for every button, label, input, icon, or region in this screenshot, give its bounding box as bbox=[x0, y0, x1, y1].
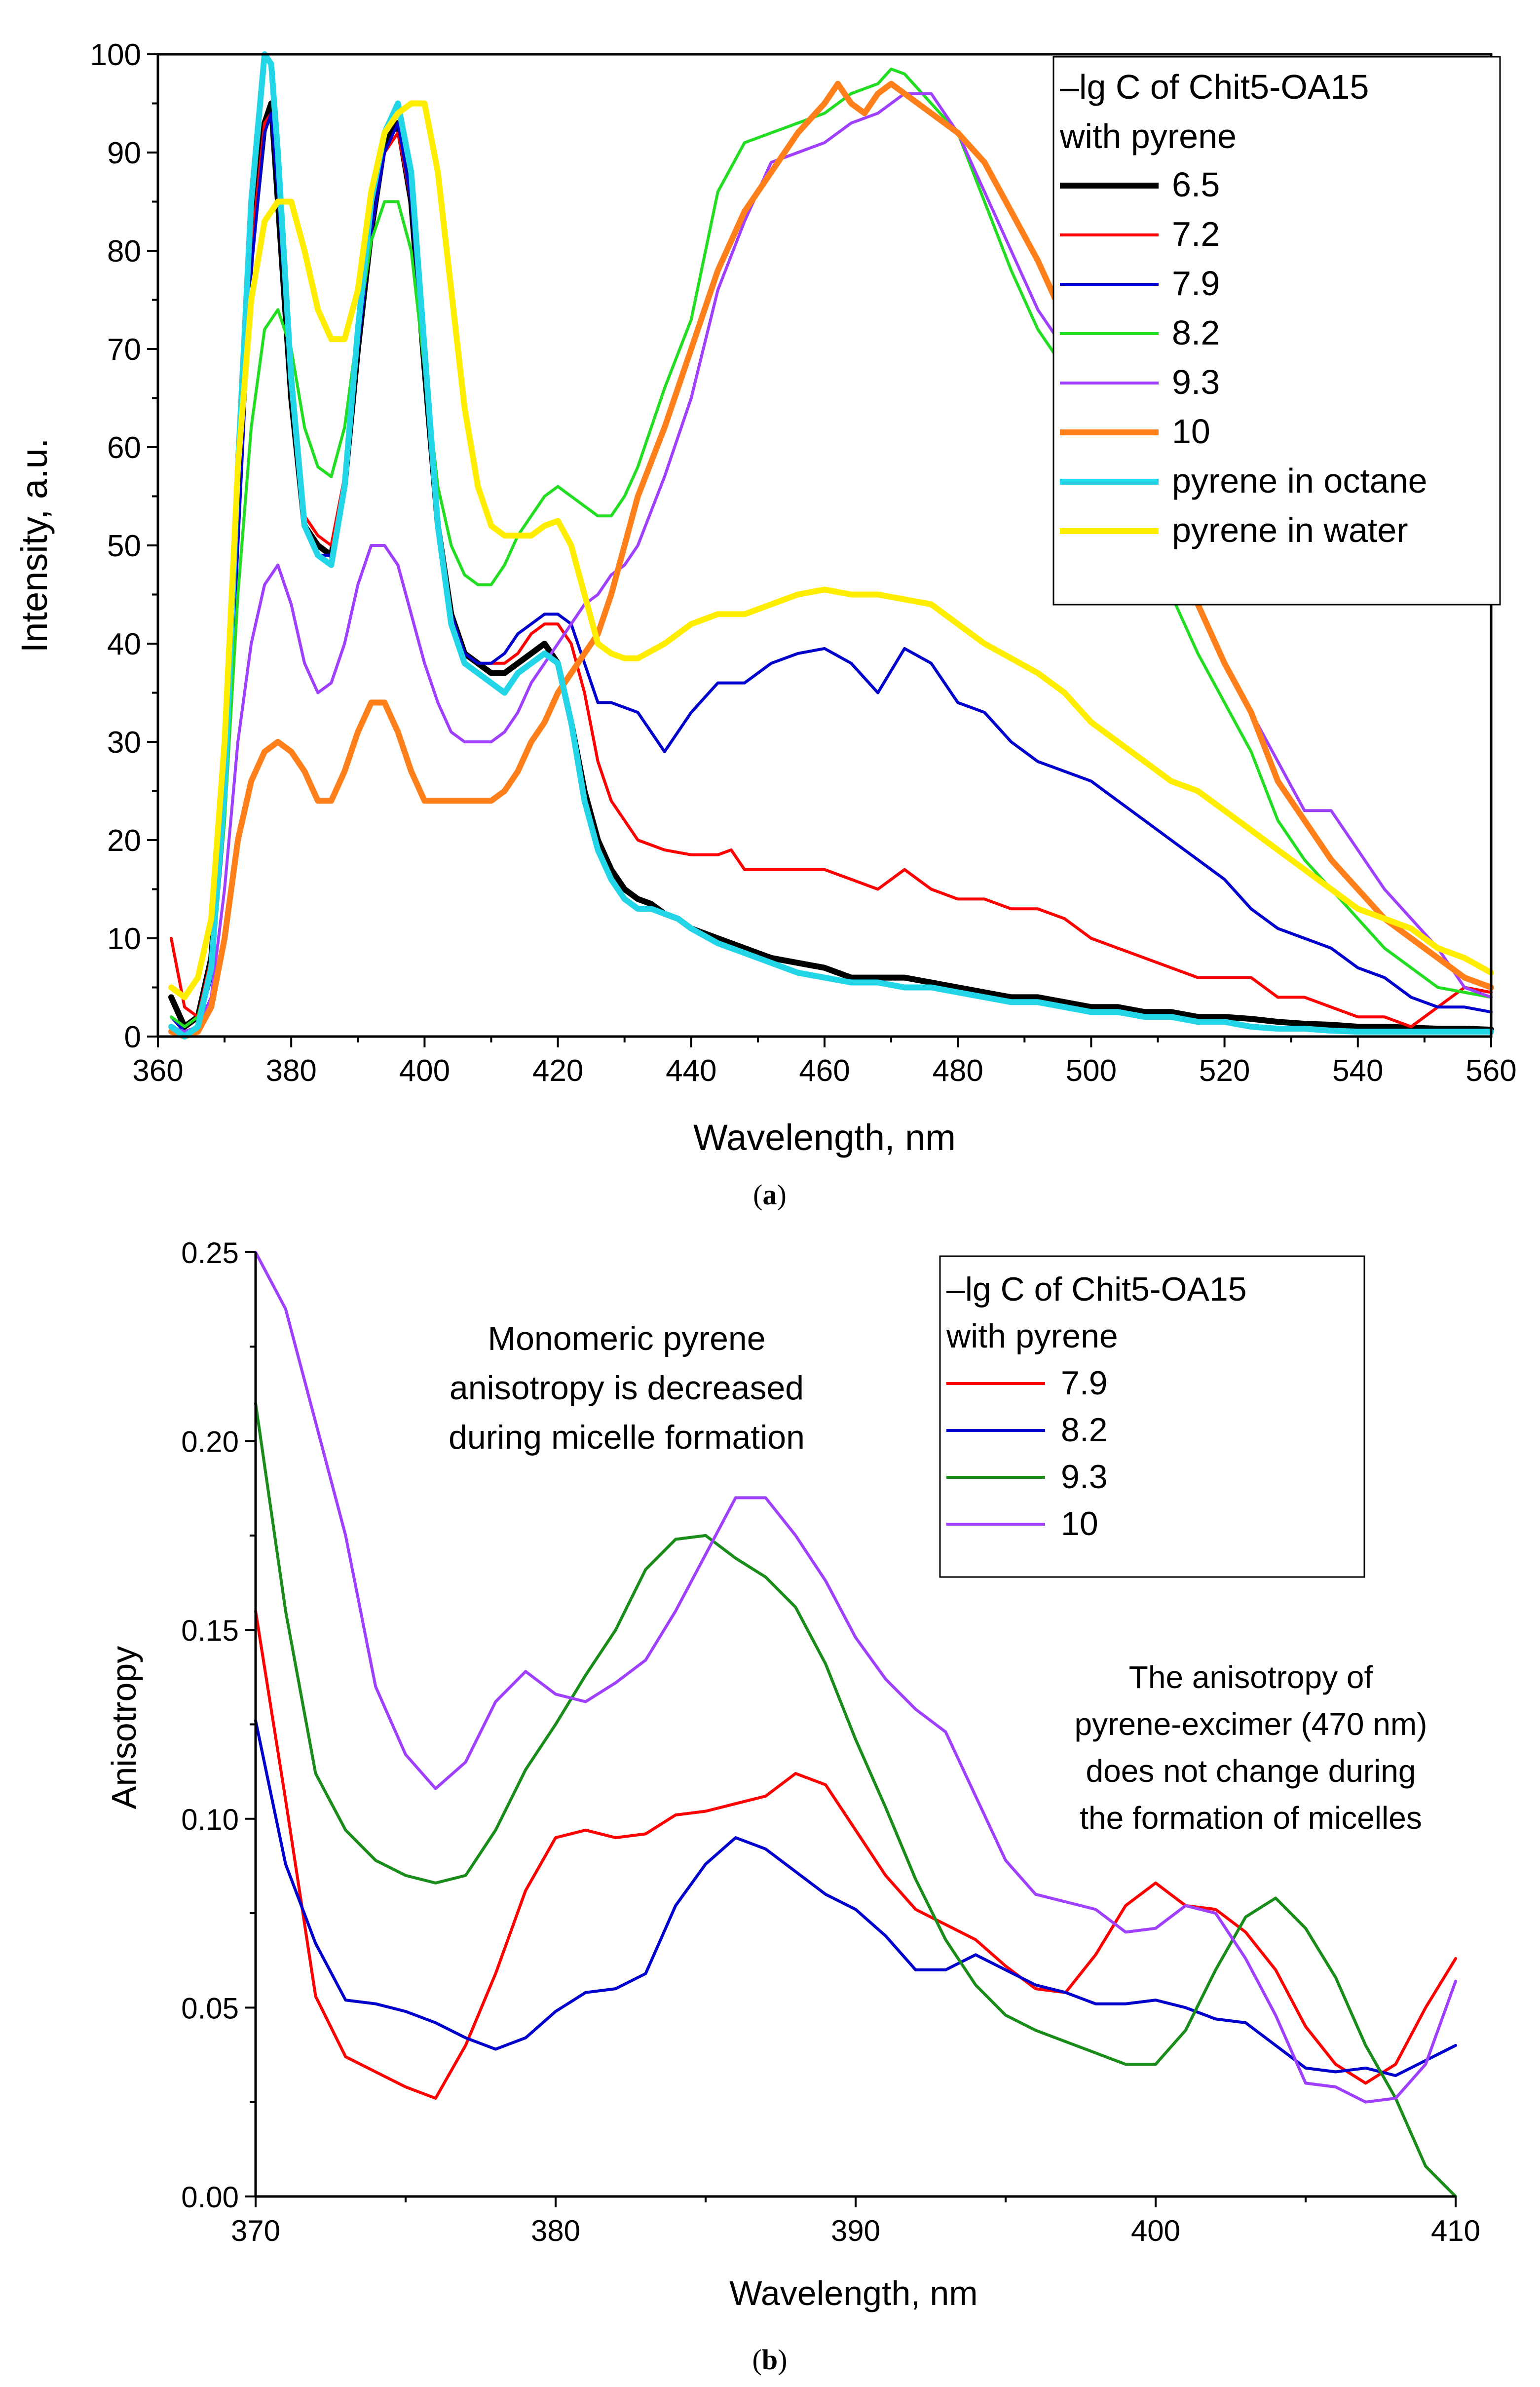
panel-b-annotation-excimer: The anisotropy of pyrene-excimer (470 nm… bbox=[1075, 1659, 1427, 1836]
panel-a-x-tick-label: 460 bbox=[799, 1054, 850, 1088]
panel-b-annotation-monomer-line-3: during micelle formation bbox=[449, 1419, 805, 1456]
panel-a-legend-title-line-2: with pyrene bbox=[1059, 117, 1237, 155]
panel-a-caption: (a) bbox=[753, 1179, 787, 1211]
panel-a-legend-label-8-2: 8.2 bbox=[1172, 313, 1220, 352]
panel-b-legend-label-8-2: 8.2 bbox=[1061, 1411, 1108, 1449]
panel-b-y-tick-label: 0.15 bbox=[181, 1614, 239, 1647]
panel-a-series-line-pyrene-in-water bbox=[168, 100, 1494, 1001]
panel-a-x-axis-label: Wavelength, nm bbox=[693, 1117, 956, 1158]
panel-a-y-tick-label: 50 bbox=[107, 529, 141, 563]
panel-a-x-tick-label: 500 bbox=[1066, 1054, 1117, 1088]
panel-a-y-tick-label: 40 bbox=[107, 627, 141, 661]
panel-b-series-line-10 bbox=[254, 1251, 1457, 2104]
panel-b-x-axis-label: Wavelength, nm bbox=[729, 2274, 977, 2312]
panel-a-y-tick-label: 80 bbox=[107, 234, 141, 269]
panel-b-annotation-monomer-line-1: Monomeric pyrene bbox=[488, 1320, 765, 1357]
panel-a-series-group bbox=[168, 51, 1494, 1040]
panel-a-y-tick-label: 0 bbox=[124, 1020, 141, 1054]
panel-b-y-tick-label: 0.00 bbox=[181, 2181, 239, 2214]
panel-a-legend-label-pyrene-in-water: pyrene in water bbox=[1172, 511, 1408, 549]
panel-b-chart: 370 380 390 400 4100.000.050.100.150.200.25 … bbox=[105, 1236, 1480, 2312]
panel-a-y-axis-label: Intensity, a.u. bbox=[14, 438, 55, 653]
panel-b-series-line-8-2 bbox=[254, 1719, 1457, 2078]
panel-b-annotation-monomer: Monomeric pyrene anisotropy is decreased… bbox=[449, 1320, 805, 1456]
panel-b-y-tick-label: 0.10 bbox=[181, 1803, 239, 1836]
panel-b-annotation-excimer-line-4: the formation of micelles bbox=[1080, 1800, 1422, 1836]
panel-a-x-tick-label: 520 bbox=[1199, 1054, 1250, 1088]
panel-b-y-axis-label: Anisotropy bbox=[105, 1646, 143, 1810]
panel-b-x-tick-label: 400 bbox=[1131, 2214, 1180, 2247]
panel-a-legend-label-6-5: 6.5 bbox=[1172, 165, 1220, 204]
panel-a-series-line-7-2 bbox=[170, 112, 1493, 1029]
panel-b-legend: –lg C of Chit5-OA15 with pyrene 7.9 8.2 9.… bbox=[939, 1255, 1365, 1578]
panel-a-series-line-pyrene-in-octane bbox=[168, 51, 1494, 1040]
panel-b-annotation-monomer-line-2: anisotropy is decreased bbox=[450, 1369, 804, 1407]
panel-b-x-tick-label: 390 bbox=[831, 2214, 880, 2247]
panel-a-y-tick-label: 100 bbox=[90, 38, 141, 72]
panel-a-x-tick-label: 360 bbox=[132, 1054, 183, 1088]
panel-a-x-tick-label: 560 bbox=[1465, 1054, 1516, 1088]
panel-b-legend-title-line-1: –lg C of Chit5-OA15 bbox=[946, 1270, 1247, 1308]
panel-b-annotation-excimer-line-1: The anisotropy of bbox=[1129, 1659, 1373, 1695]
panel-a-y-tick-label: 10 bbox=[107, 922, 141, 956]
panel-a-legend: –lg C of Chit5-OA15 with pyrene 6.5 7.2 7.… bbox=[1052, 56, 1501, 606]
panel-a-caption-letter: a bbox=[763, 1179, 777, 1211]
panel-b-x-tick-label: 410 bbox=[1431, 2214, 1480, 2247]
panel-b-legend-title-line-2: with pyrene bbox=[946, 1317, 1118, 1355]
panel-a-x-tick-label: 420 bbox=[532, 1054, 583, 1088]
panel-a-y-tick-label: 70 bbox=[107, 333, 141, 367]
panel-a-legend-label-9-3: 9.3 bbox=[1172, 363, 1220, 401]
panel-b-x-tick-label: 370 bbox=[231, 2214, 280, 2247]
panel-a-y-tick-label: 20 bbox=[107, 824, 141, 858]
panel-a-x-tick-label: 380 bbox=[265, 1054, 316, 1088]
panel-b-series-group bbox=[254, 1251, 1457, 2198]
panel-b-y-tick-label: 0.05 bbox=[181, 1992, 239, 2025]
panel-a-x-tick-label: 540 bbox=[1332, 1054, 1383, 1088]
panel-b-caption-letter: b bbox=[762, 2344, 778, 2376]
panel-a-legend-box bbox=[1052, 56, 1501, 606]
panel-b-caption: (b) bbox=[752, 2344, 788, 2376]
panel-a-chart: 360 380 400 420 440 460 480 500 520 540 560 0 10 20 30… bbox=[14, 38, 1517, 1158]
panel-b-x-tick-label: 380 bbox=[531, 2214, 580, 2247]
panel-b-y-tick-label: 0.20 bbox=[181, 1425, 239, 1459]
panel-b-y-tick-label: 0.25 bbox=[181, 1236, 239, 1270]
panel-a-y-tick-label: 90 bbox=[107, 136, 141, 170]
panel-a-series-line-8-2 bbox=[170, 67, 1493, 1029]
panel-b-legend-label-9-3: 9.3 bbox=[1061, 1458, 1108, 1496]
panel-a-legend-label-10: 10 bbox=[1172, 412, 1210, 451]
panel-a-x-tick-label: 440 bbox=[666, 1054, 716, 1088]
panel-b-legend-label-10: 10 bbox=[1061, 1505, 1098, 1542]
panel-a-y-tick-label: 60 bbox=[107, 431, 141, 465]
panel-b-annotation-excimer-line-3: does not change during bbox=[1086, 1753, 1416, 1789]
panel-a-x-tick-label: 480 bbox=[932, 1054, 983, 1088]
panel-b-legend-label-7-9: 7.9 bbox=[1061, 1364, 1108, 1402]
panel-a-legend-label-pyrene-in-octane: pyrene in octane bbox=[1172, 462, 1427, 500]
panel-a-legend-label-7-9: 7.9 bbox=[1172, 264, 1220, 303]
panel-b-series-line-9-3 bbox=[254, 1402, 1457, 2198]
panel-a-x-tick-label: 400 bbox=[399, 1054, 450, 1088]
panel-b-series-line-7-9 bbox=[254, 1609, 1457, 2100]
panel-a-legend-label-7-2: 7.2 bbox=[1172, 215, 1220, 253]
panel-a-legend-title-line-1: –lg C of Chit5-OA15 bbox=[1060, 68, 1369, 106]
panel-a-y-tick-label: 30 bbox=[107, 726, 141, 760]
panel-b-annotation-excimer-line-2: pyrene-excimer (470 nm) bbox=[1075, 1706, 1427, 1742]
